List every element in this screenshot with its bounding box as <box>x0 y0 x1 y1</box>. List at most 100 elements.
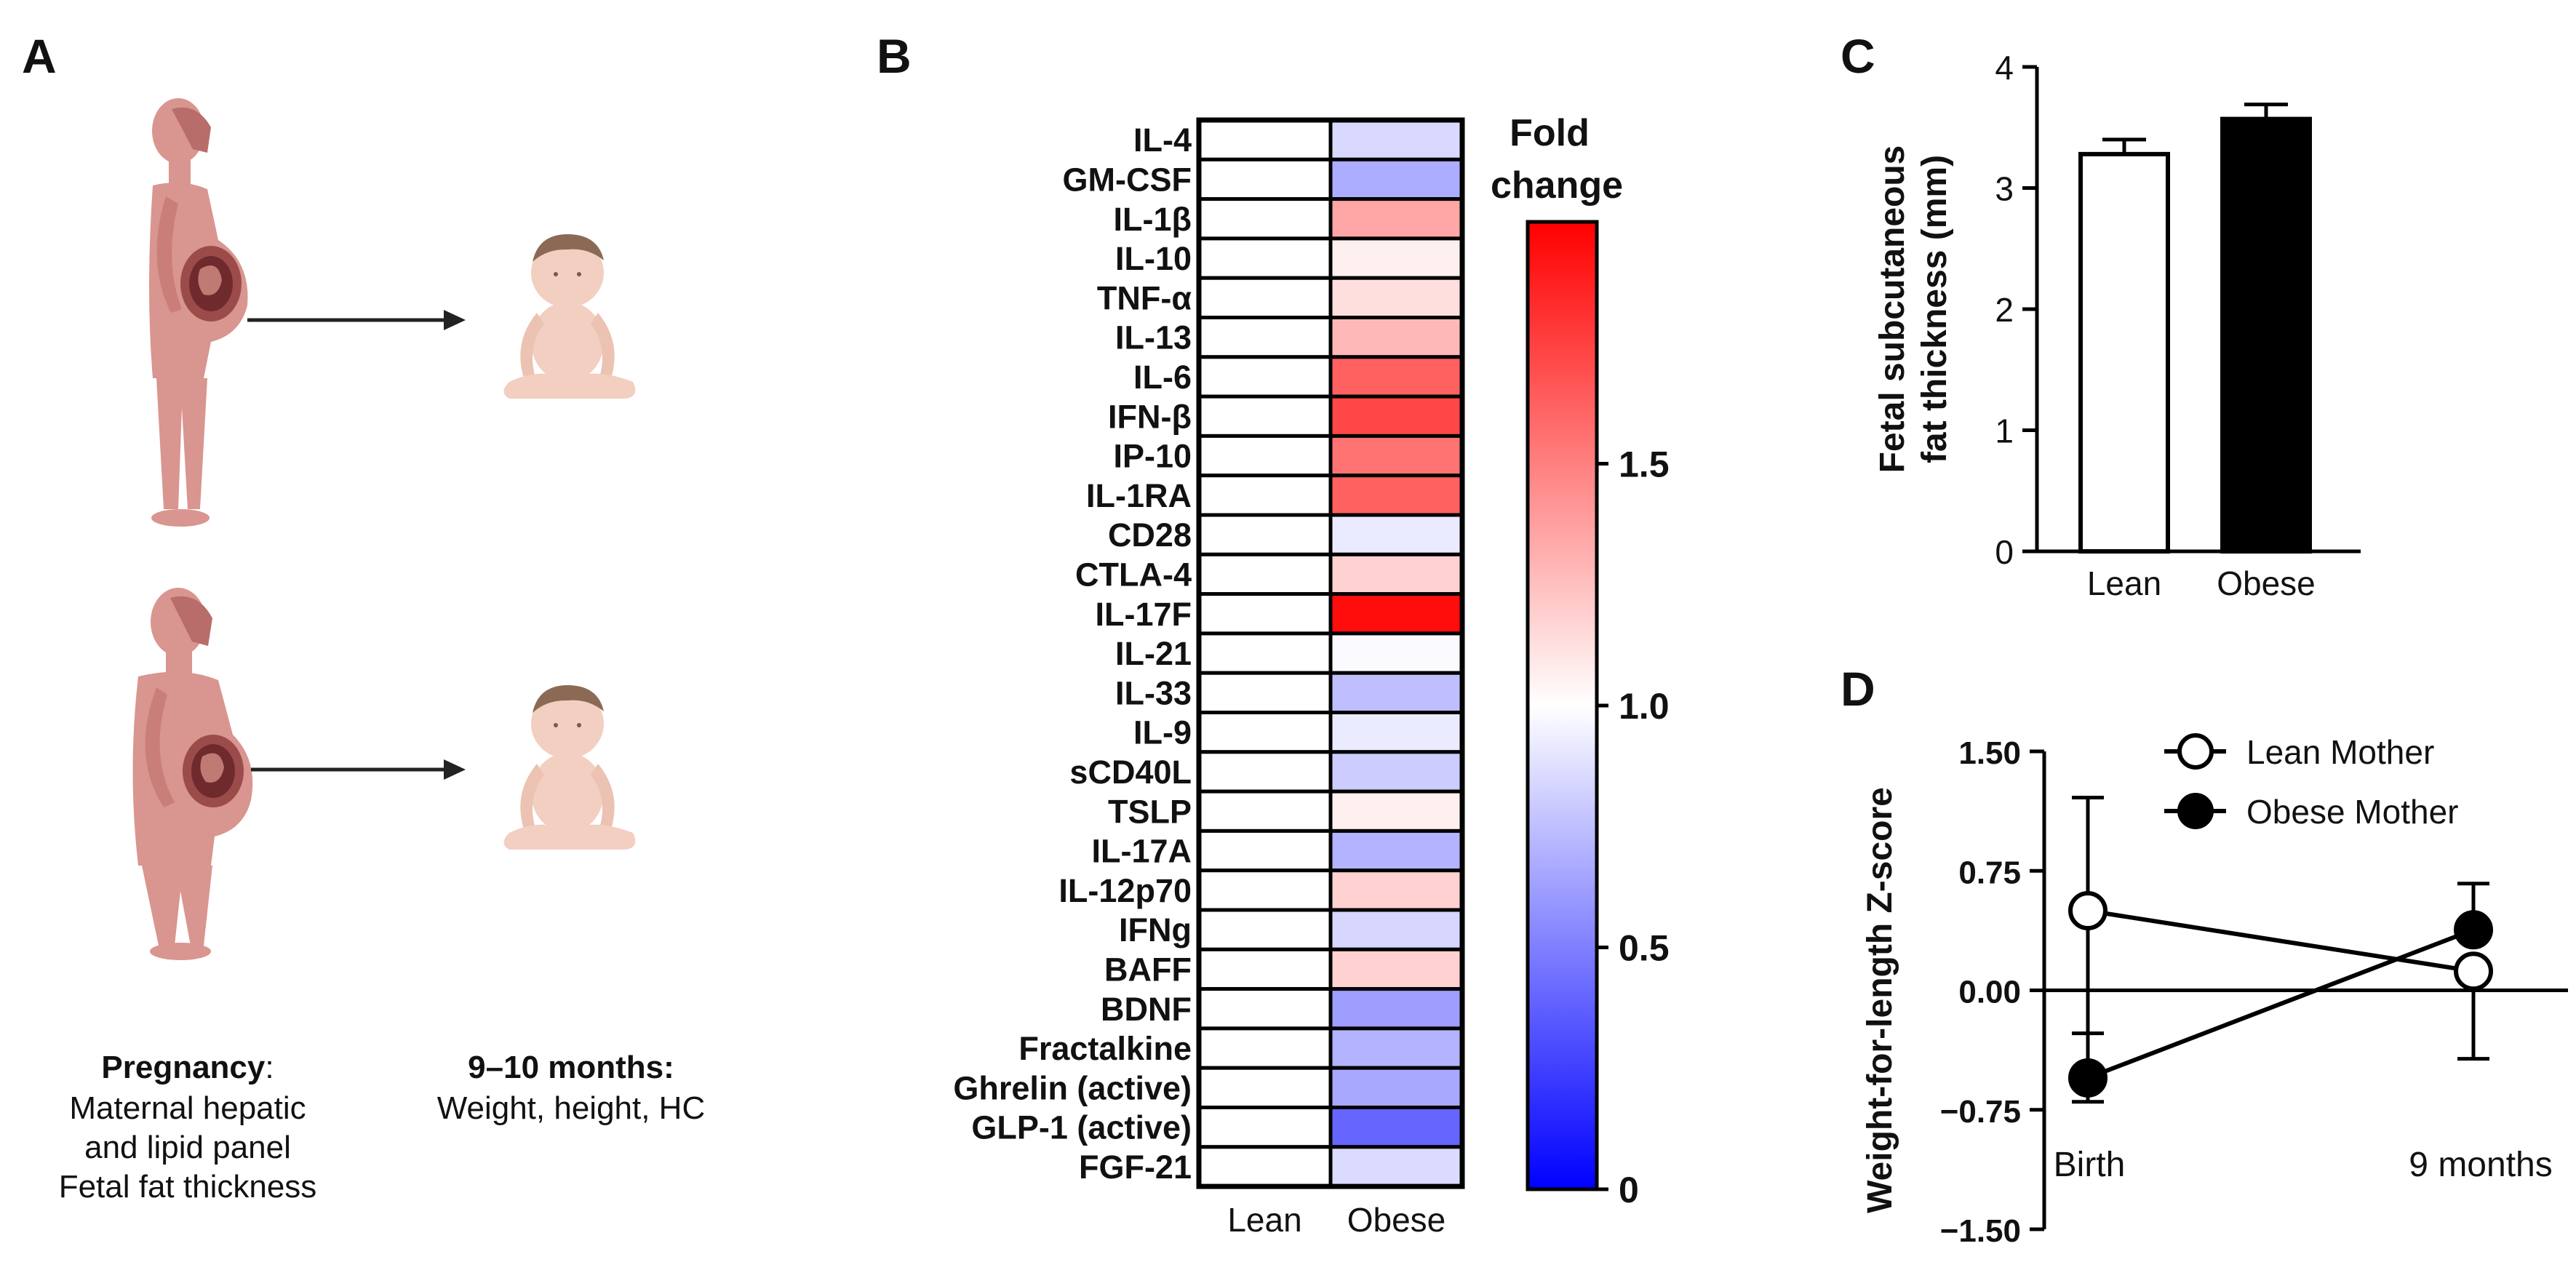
heatmap-cell <box>1328 671 1464 715</box>
row-label: IL-6 <box>1133 359 1192 396</box>
heatmap-cell <box>1197 868 1333 912</box>
row-label: IL-10 <box>1115 240 1192 277</box>
colorbar: 0 0.5 1.0 1.5 Fold change <box>1491 112 1670 1210</box>
heatmap-cell <box>1197 987 1333 1031</box>
heatmap-cell <box>1197 750 1333 794</box>
heatmap-cell <box>1197 316 1333 359</box>
heatmap-cell <box>1328 276 1464 320</box>
heatmap-cell <box>1197 947 1333 991</box>
heatmap-cell <box>1197 513 1333 556</box>
heatmap-cell <box>1328 1026 1464 1070</box>
row-label: IP-10 <box>1113 438 1192 475</box>
line-chart: 1.50 0.75 0.00 −0.75 −1.50 Birth 9 months Weigh… <box>1861 733 2568 1249</box>
row-label: IL-4 <box>1133 121 1192 159</box>
colorbar-gradient <box>1526 220 1599 1191</box>
pregnant-woman-lean-icon <box>149 98 248 527</box>
heatmap-cell <box>1328 750 1464 794</box>
heatmap-cell <box>1328 552 1464 596</box>
y-axis-label: Weight-for-length Z-score <box>1861 787 1899 1213</box>
y-tick-label: 4 <box>1995 49 2014 87</box>
heatmap-cell <box>1328 711 1464 754</box>
heatmap-cell <box>1328 474 1464 517</box>
arrow-right-icon <box>251 759 466 780</box>
series-line <box>2087 908 2474 974</box>
heatmap-cell <box>1197 1026 1333 1070</box>
panel-a-left-caption: Pregnancy: Maternal hepatic and lipid pa… <box>59 1050 317 1205</box>
heatmap-cell <box>1328 1066 1464 1109</box>
row-label: IL-17F <box>1095 596 1192 633</box>
row-label: IL-17A <box>1091 833 1192 870</box>
column-label: Lean <box>1227 1201 1301 1239</box>
panel-a-right-caption: 9–10 months: Weight, height, HC <box>437 1050 705 1126</box>
heatmap-cell <box>1328 355 1464 399</box>
panel-label-c: C <box>1841 29 1875 83</box>
heatmap-cell <box>1328 118 1464 161</box>
heatmap-cell <box>1197 711 1333 754</box>
heatmap-cell <box>1197 355 1333 399</box>
y-tick-label: −0.75 <box>1940 1094 2021 1130</box>
colorbar-title: change <box>1491 164 1623 207</box>
row-label: IL-21 <box>1115 635 1192 672</box>
panel-label-b: B <box>877 29 912 83</box>
caption-title-suffix: : <box>265 1050 274 1085</box>
x-tick-label: Birth <box>2054 1146 2126 1184</box>
heatmap-cell <box>1197 592 1333 636</box>
arrow-right-icon <box>247 310 466 330</box>
y-tick-label: 0 <box>1995 533 2014 571</box>
x-tick-label: Obese <box>2217 564 2316 602</box>
heatmap-cell <box>1197 394 1333 438</box>
y-tick-label: −1.50 <box>1940 1213 2021 1249</box>
heatmap-cell <box>1328 868 1464 912</box>
bar <box>2078 151 2170 554</box>
row-label: IFNg <box>1119 911 1192 949</box>
bar <box>2220 116 2312 554</box>
panel-label-a: A <box>22 29 57 83</box>
row-label: TNF-α <box>1097 279 1192 316</box>
legend-label: Obese Mother <box>2246 793 2458 831</box>
data-point <box>2454 910 2493 950</box>
x-tick-label: 9 months <box>2409 1146 2552 1184</box>
heatmap-cell <box>1197 197 1333 241</box>
column-label: Obese <box>1347 1201 1446 1239</box>
heatmap-cell <box>1328 316 1464 359</box>
heatmap-cell <box>1197 1066 1333 1109</box>
row-label: IL-33 <box>1115 674 1192 711</box>
data-point <box>2454 951 2493 991</box>
y-tick-label: 2 <box>1995 291 2014 329</box>
colorbar-tick-label: 1.5 <box>1619 444 1670 485</box>
y-tick-label: 0.00 <box>1958 975 2021 1010</box>
heatmap-cell <box>1197 1145 1333 1189</box>
heatmap-cell <box>1197 434 1333 478</box>
pregnant-woman-obese-icon <box>132 588 253 960</box>
y-tick-label: 0.75 <box>1958 855 2021 890</box>
row-label: IL-1RA <box>1086 477 1192 514</box>
row-label: GM-CSF <box>1063 161 1192 198</box>
data-point <box>2068 1058 2108 1098</box>
row-label: IL-9 <box>1133 714 1192 751</box>
heatmap-cell <box>1328 197 1464 241</box>
row-label: FGF-21 <box>1079 1149 1192 1186</box>
heatmap-cell <box>1197 118 1333 161</box>
y-tick-label: 1.50 <box>1958 735 2021 771</box>
row-label: sCD40L <box>1069 754 1192 791</box>
heatmap-cell <box>1328 434 1464 478</box>
heatmap-cell <box>1197 671 1333 715</box>
y-axis-label: Fetal subcutaneous fat thickness (mm) <box>1873 145 1954 474</box>
heatmap-cell <box>1328 394 1464 438</box>
row-label: IL-13 <box>1115 319 1192 356</box>
heatmap-cell <box>1328 592 1464 636</box>
row-label: CTLA-4 <box>1075 556 1192 593</box>
heatmap-cell <box>1197 789 1333 833</box>
infant-icon <box>503 685 636 850</box>
colorbar-tick-label: 0.5 <box>1619 928 1670 969</box>
infant-icon <box>503 234 636 399</box>
row-label: BDNF <box>1101 991 1192 1028</box>
legend-label: Lean Mother <box>2246 733 2434 771</box>
heatmap-cell <box>1328 947 1464 991</box>
bar-chart: 0 1 2 3 4 Lean Obese Fetal subcutaneous fat thic… <box>1873 49 2361 602</box>
heatmap-cell <box>1328 157 1464 201</box>
heatmap-cell <box>1197 236 1333 280</box>
heatmap-cell <box>1328 789 1464 833</box>
heatmap-cell <box>1197 157 1333 201</box>
